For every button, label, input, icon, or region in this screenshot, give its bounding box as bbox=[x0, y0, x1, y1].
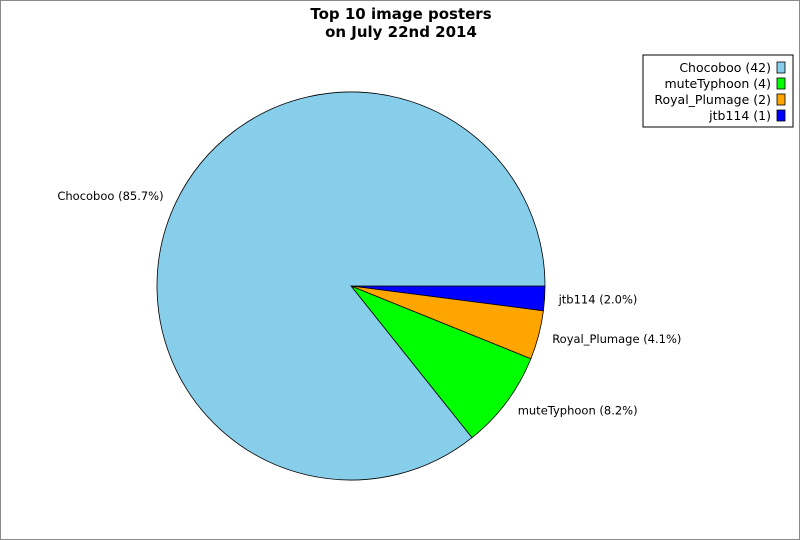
legend-swatch-jtb114 bbox=[776, 109, 786, 122]
legend-label-royal-plumage: Royal_Plumage (2) bbox=[654, 92, 771, 107]
slice-label-mutetyphoon: muteTyphoon (8.2%) bbox=[518, 403, 638, 417]
chart-title-line-1: Top 10 image posters bbox=[310, 5, 491, 23]
legend-label-mutetyphoon: muteTyphoon (4) bbox=[664, 76, 771, 91]
legend: Chocoboo (42)muteTyphoon (4)Royal_Plumag… bbox=[642, 54, 794, 128]
chart-title-line-2: on July 22nd 2014 bbox=[325, 23, 477, 41]
legend-label-jtb114: jtb114 (1) bbox=[708, 108, 771, 123]
pie-slice-mutetyphoon bbox=[349, 285, 532, 439]
legend-box bbox=[642, 54, 794, 128]
legend-swatch-chocoboo bbox=[776, 61, 786, 74]
legend-label-chocoboo: Chocoboo (42) bbox=[679, 60, 771, 75]
pie-slices bbox=[156, 91, 546, 481]
pie-slice-chocoboo bbox=[156, 91, 546, 481]
slice-label-royal-plumage: Royal_Plumage (4.1%) bbox=[552, 332, 681, 346]
legend-swatch-royal-plumage bbox=[776, 93, 786, 106]
legend-swatch-mutetyphoon bbox=[776, 77, 786, 90]
slice-label-chocoboo: Chocoboo (85.7%) bbox=[57, 189, 163, 203]
slice-labels: jtb114 (2.0%) Royal_Plumage (4.1%) muteTyp… bbox=[57, 189, 681, 418]
slice-label-jtb114: jtb114 (2.0%) bbox=[558, 292, 638, 306]
